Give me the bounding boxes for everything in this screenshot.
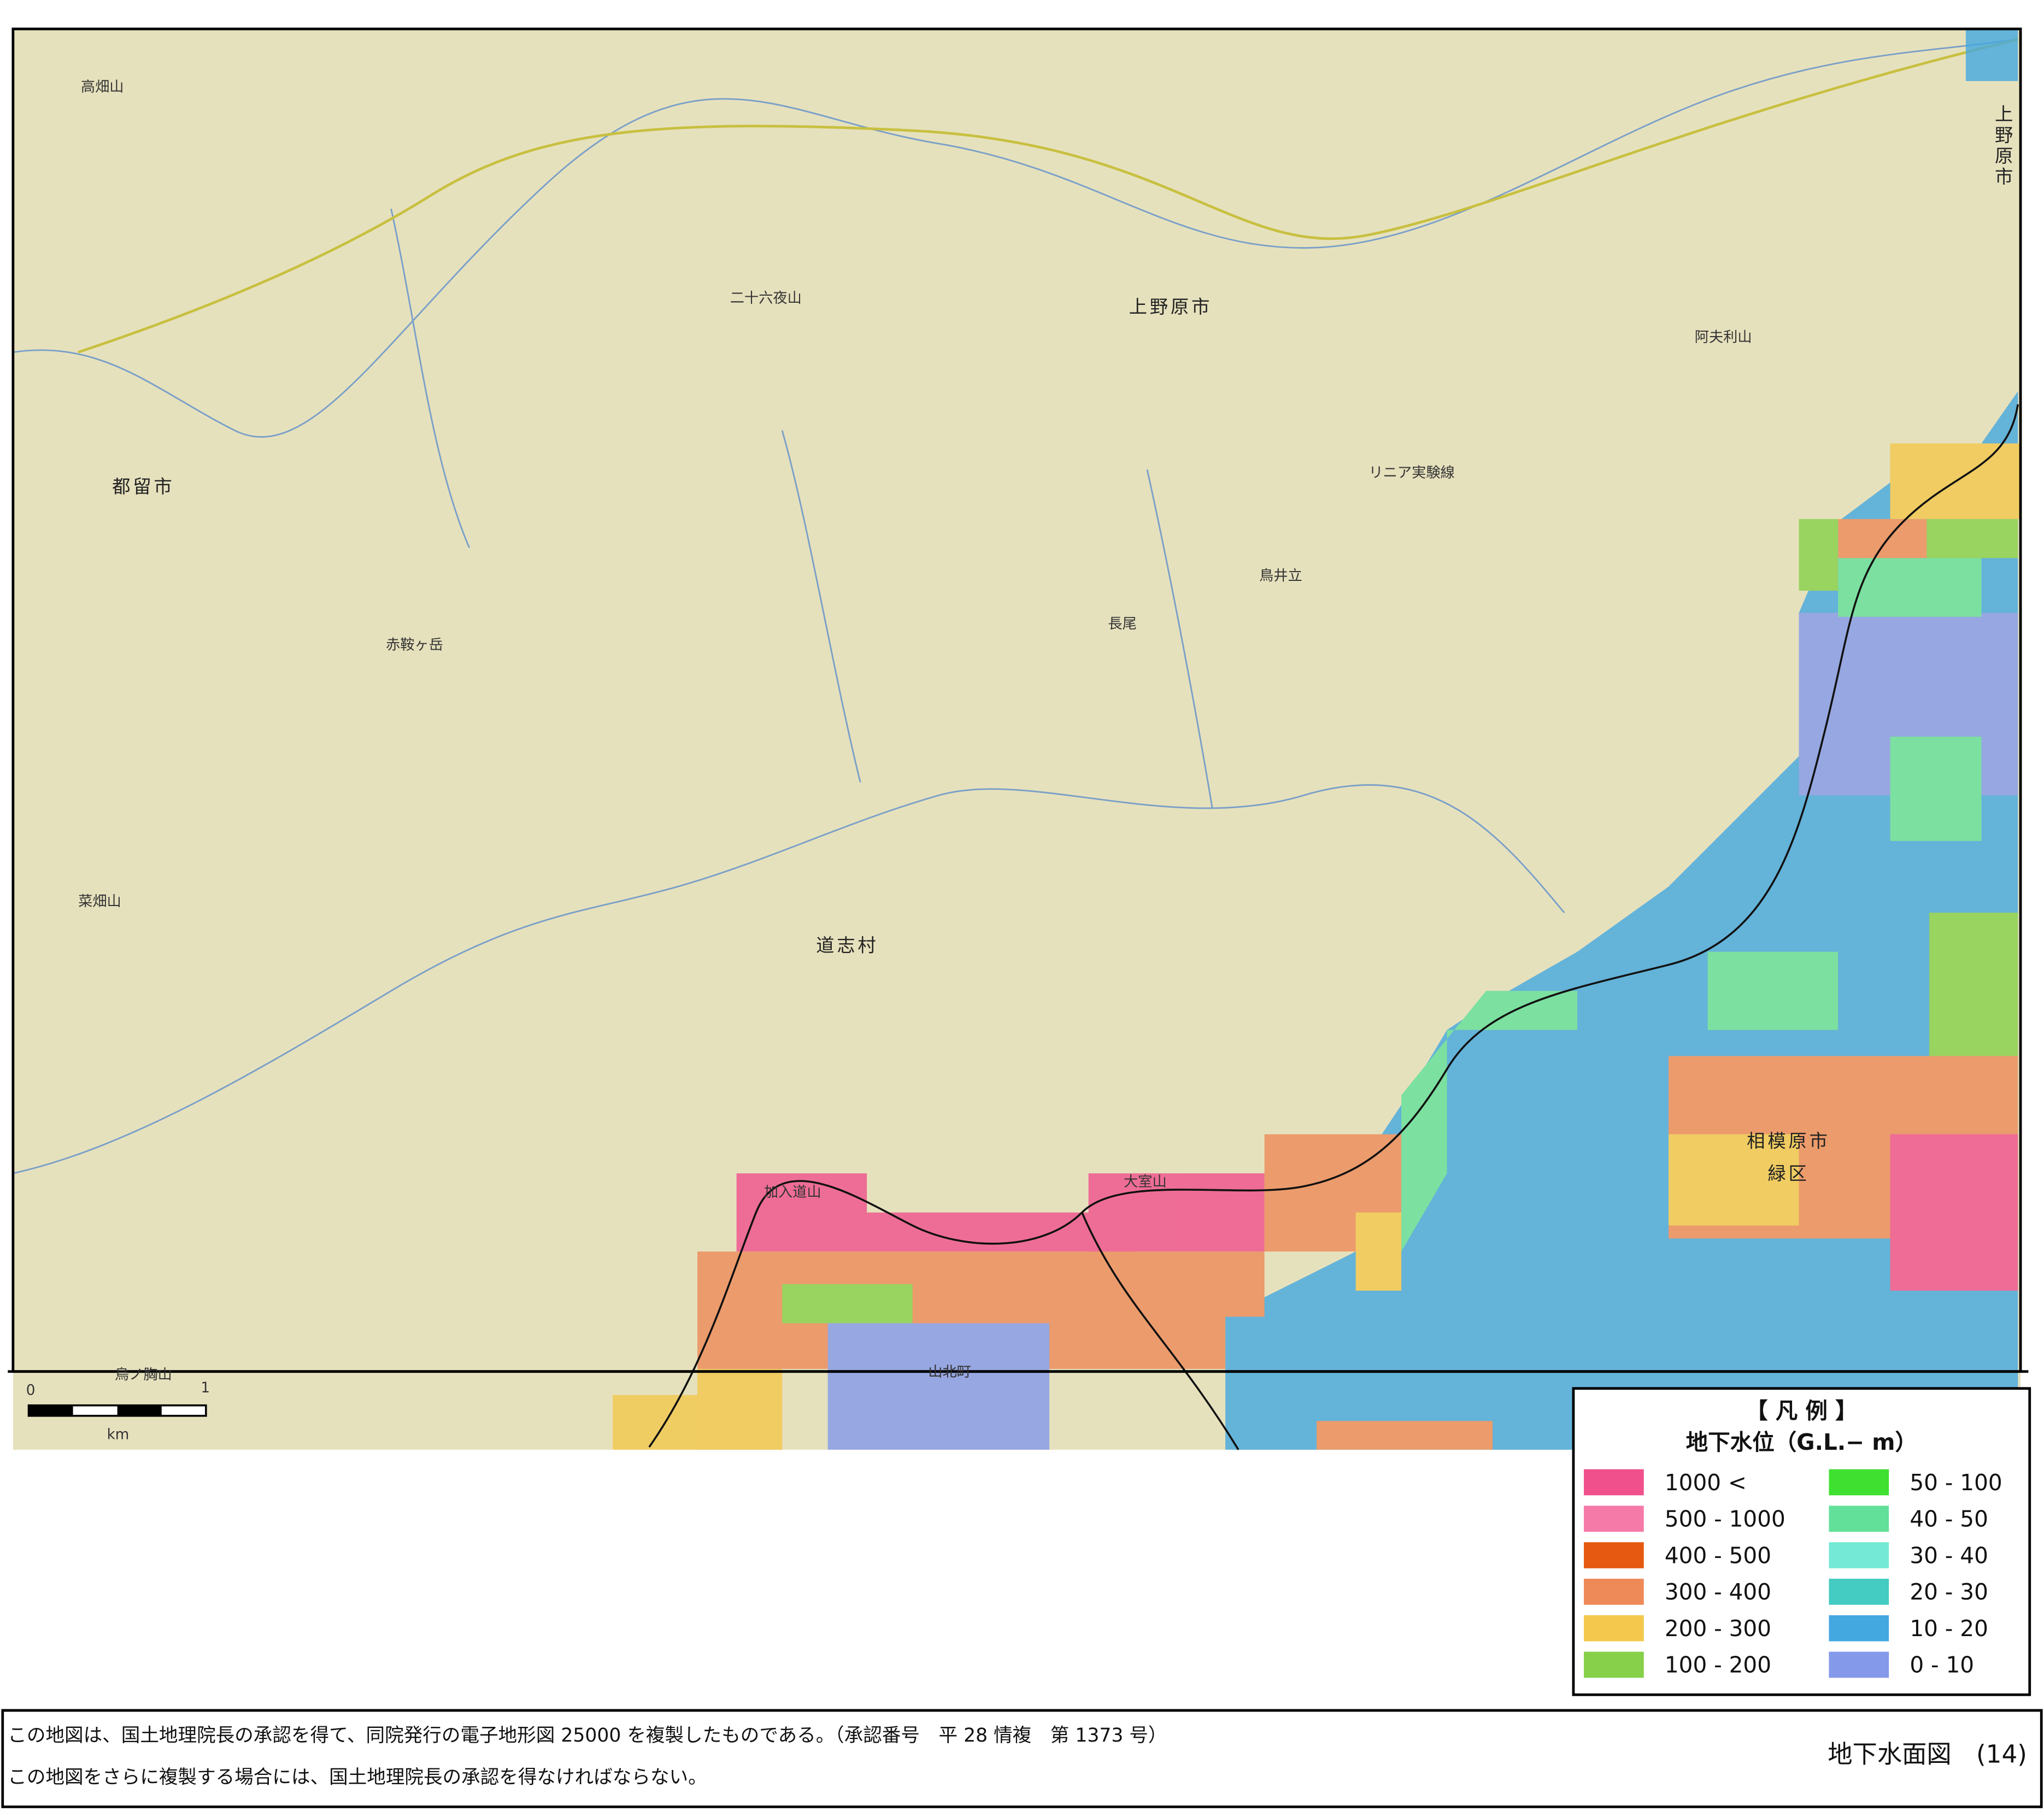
legend-swatch [1584,1506,1644,1532]
legend-title: 【 凡 例 】 [1746,1398,1857,1424]
legend-label: 30 - 40 [1910,1542,1988,1568]
legend-label: 20 - 30 [1910,1579,1988,1605]
place-label: 都留市 [112,476,174,497]
place-label: 緑区 [1767,1163,1809,1184]
place-label: 大室山 [1124,1174,1167,1190]
footer-text: この地図は、国土地理院長の承認を得て、同院発行の電子地形図 25000 を複製し… [8,1725,1167,1747]
legend-swatch [1829,1469,1889,1496]
place-label: 上野原市 [1129,296,1213,317]
place-label: 加入道山 [764,1184,821,1201]
legend-label: 0 - 10 [1910,1652,1974,1678]
place-label: 道志村 [816,935,878,956]
road [78,38,2018,354]
footer-text: この地図をさらに複製する場合には、国土地理院長の承認を得なければならない。 [8,1766,707,1788]
legend-label: 500 - 1000 [1665,1506,1785,1532]
place-labels: 上野原市上野原市都留市道志村相模原市緑区二十六夜山赤鞍ヶ岳加入道山大室山高畑山菜… [78,79,2013,1383]
place-label: 鳥ノ胸山 [115,1367,172,1383]
scale-bar [117,1405,162,1416]
place-label: 赤鞍ヶ岳 [386,637,443,653]
place-label: 相模原市 [1747,1130,1830,1151]
legend-label: 40 - 50 [1910,1506,1988,1532]
place-label: 二十六夜山 [730,290,802,307]
legend-label: 1000 < [1665,1469,1747,1496]
place-label: 山北町 [928,1364,971,1380]
legend-swatch [1829,1542,1889,1568]
place-label: 阿夫利山 [1695,329,1752,345]
sheet-title: 地下水面図 (14) [1828,1739,2027,1768]
legend-label: 300 - 400 [1665,1579,1771,1605]
legend-swatch [1584,1578,1644,1605]
groundwater-cell [1965,28,2018,81]
legend-label: 50 - 100 [1910,1469,2002,1496]
place-label: 高畑山 [81,79,124,95]
legend-box [1572,1387,2031,1696]
legend-subtitle: 地下水位（G.L.− m） [1686,1429,1917,1455]
legend-swatch [1829,1578,1889,1605]
groundwater-cells [613,391,2021,1450]
place-label: リニア実験線 [1368,464,1454,481]
scale-label: 0 [26,1383,36,1399]
place-label: 上野原市 [1992,104,2013,188]
legend-label: 400 - 500 [1665,1542,1771,1568]
legend-label: 100 - 200 [1665,1652,1771,1678]
legend-swatch [1829,1506,1889,1532]
boundary [648,404,2019,1448]
legend-swatch [1584,1651,1644,1678]
legend-swatch [1829,1615,1889,1642]
rivers [13,38,2018,1174]
legend-swatch [1584,1542,1644,1568]
legend-swatch [1584,1469,1644,1496]
boundary [1081,1212,1240,1450]
place-label: 菜畑山 [78,893,121,910]
place-label: 長尾 [1108,616,1136,632]
scale-label: km [107,1427,130,1443]
legend: 【 凡 例 】 地下水位（G.L.− m） 1000 < 500 - 1000 40… [1572,1387,2031,1696]
legend-swatch [1584,1615,1644,1642]
scale-bar [28,1405,73,1416]
legend-label: 200 - 300 [1665,1615,1771,1642]
place-label: 鳥井立 [1259,568,1302,584]
legend-label: 10 - 20 [1910,1615,1988,1642]
scale-label: 1 [201,1380,210,1396]
legend-swatch [1829,1651,1889,1678]
scale-bar: 0 1 km [26,1380,210,1443]
